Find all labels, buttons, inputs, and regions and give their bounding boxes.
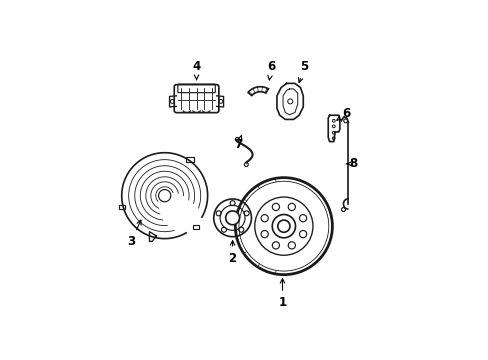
Text: 6: 6 [267, 60, 275, 80]
Circle shape [277, 220, 289, 232]
Text: 2: 2 [228, 241, 236, 265]
Text: 4: 4 [192, 60, 200, 80]
Circle shape [225, 211, 239, 225]
Text: 1: 1 [278, 279, 286, 309]
Text: 7: 7 [234, 135, 242, 151]
Text: 6: 6 [336, 107, 350, 120]
Text: 8: 8 [346, 157, 357, 170]
Text: 5: 5 [298, 60, 308, 82]
Text: 3: 3 [127, 220, 141, 248]
